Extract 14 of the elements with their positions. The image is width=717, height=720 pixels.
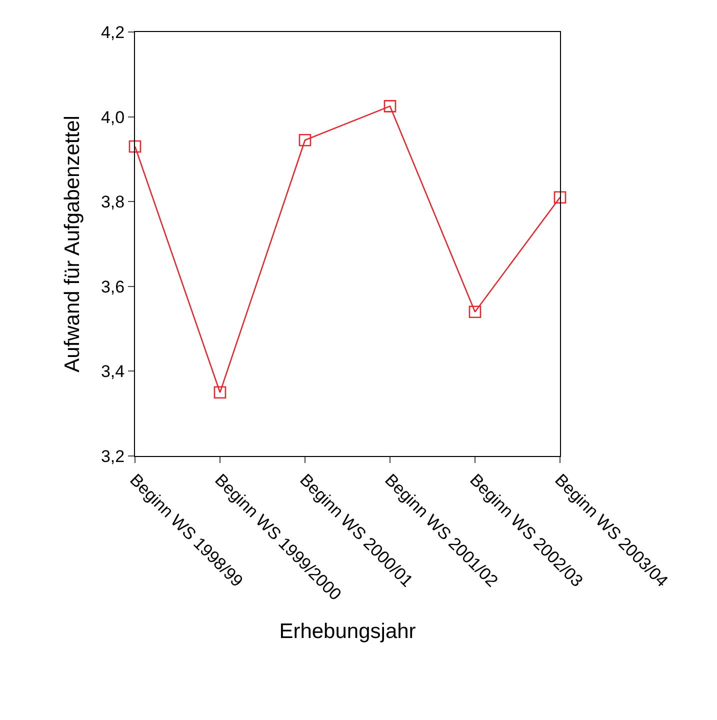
y-tick-label: 3,4 [100,362,125,382]
x-axis-title: Erhebungsjahr [279,620,416,644]
y-tick-label: 3,6 [100,277,125,296]
point [214,386,226,399]
point [298,134,312,146]
point [554,191,566,204]
y-axis-title: Aufwand für Aufgabenzettel [61,116,84,372]
y-tick-label: 4,2 [100,22,125,42]
y-tick-label: 3,2 [100,446,125,466]
y-tick-label: 4,0 [100,108,125,127]
y-tick-label: 3,8 [100,192,125,212]
point [384,100,396,112]
point [468,306,482,318]
point [128,140,142,153]
